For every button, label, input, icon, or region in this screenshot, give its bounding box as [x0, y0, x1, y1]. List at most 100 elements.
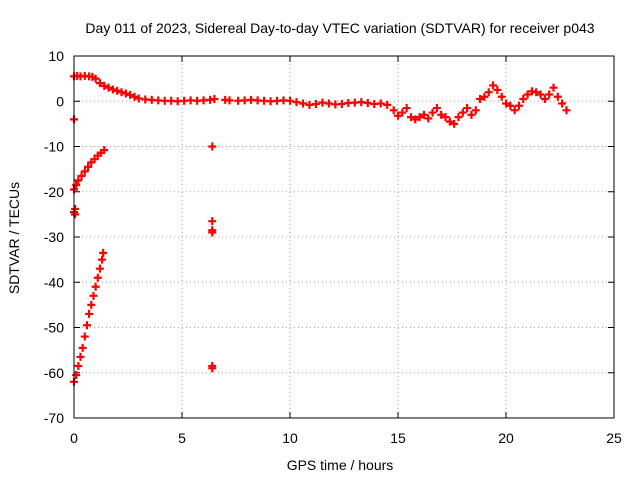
data-point: [95, 79, 104, 88]
data-point: [458, 108, 467, 117]
data-point: [471, 106, 480, 115]
data-point: [91, 282, 100, 291]
data-point: [428, 108, 437, 117]
y-tick-label: -30: [44, 229, 64, 245]
y-tick-label: -40: [44, 274, 64, 290]
data-point: [389, 106, 398, 115]
x-axis-label: GPS time / hours: [287, 457, 394, 473]
data-point: [553, 92, 562, 101]
data-point: [398, 108, 407, 117]
data-point: [441, 113, 450, 122]
data-point: [74, 361, 83, 370]
data-point: [415, 113, 424, 122]
data-point: [108, 85, 117, 94]
data-point: [519, 94, 528, 103]
data-point: [545, 90, 554, 99]
x-tick-label: 10: [282, 430, 298, 446]
data-point: [91, 74, 100, 83]
grid-lines: [74, 56, 614, 418]
y-tick-label: 10: [48, 48, 64, 64]
data-point: [402, 104, 411, 113]
data-point: [72, 371, 81, 380]
data-point: [497, 92, 506, 101]
x-tick-label: 20: [498, 430, 514, 446]
data-point: [292, 98, 301, 107]
data-point: [100, 81, 109, 90]
y-tick-label: -60: [44, 365, 64, 381]
data-point: [80, 332, 89, 341]
data-point: [117, 88, 126, 97]
data-point: [121, 89, 130, 98]
data-point: [126, 90, 135, 99]
data-point: [104, 83, 113, 92]
data-point: [76, 352, 85, 361]
data-point: [419, 110, 428, 119]
data-point: [225, 96, 234, 105]
data-point: [411, 115, 420, 124]
data-point: [93, 273, 102, 282]
data-point: [130, 92, 139, 101]
series-isolated-points: [70, 115, 217, 373]
chart-title: Day 011 of 2023, Sidereal Day-to-day VTE…: [85, 20, 594, 36]
series-main-track: [70, 71, 571, 128]
data-point: [432, 104, 441, 113]
data-point: [484, 88, 493, 97]
data-point: [376, 99, 385, 108]
data-point: [445, 117, 454, 126]
data-point: [532, 88, 541, 97]
data-point: [536, 90, 545, 99]
data-point: [72, 180, 81, 189]
data-point: [78, 343, 87, 352]
y-tick-label: -10: [44, 139, 64, 155]
data-point: [95, 264, 104, 273]
data-point: [77, 171, 86, 180]
data-point: [514, 101, 523, 110]
series-rise-segment-2: [70, 248, 108, 386]
data-point: [208, 226, 217, 235]
y-tick-label: -50: [44, 320, 64, 336]
data-point: [562, 106, 571, 115]
data-point: [208, 217, 217, 226]
data-point: [311, 99, 320, 108]
x-tick-label: 25: [606, 430, 622, 446]
data-points: [70, 71, 571, 386]
data-point: [82, 321, 91, 330]
data-point: [98, 255, 107, 264]
data-point: [84, 162, 93, 171]
data-point: [493, 85, 502, 94]
data-point: [540, 94, 549, 103]
data-point: [506, 101, 515, 110]
data-point: [450, 119, 459, 128]
x-tick-label: 5: [178, 430, 186, 446]
data-point: [510, 106, 519, 115]
data-point: [113, 86, 122, 95]
data-point: [286, 96, 294, 105]
data-point: [74, 176, 83, 185]
y-tick-label: 0: [56, 93, 64, 109]
data-point: [463, 104, 472, 113]
data-point: [558, 99, 567, 108]
data-point: [523, 90, 532, 99]
data-point: [210, 94, 219, 103]
y-axis-label: SDTVAR / TECUs: [6, 182, 22, 294]
data-point: [437, 110, 446, 119]
data-point: [100, 146, 109, 155]
data-point: [502, 99, 510, 108]
data-point: [424, 114, 433, 123]
data-point: [480, 92, 489, 101]
data-point: [467, 110, 476, 119]
y-tick-label: -20: [44, 184, 64, 200]
data-point: [383, 100, 392, 109]
y-tick-label: -70: [44, 410, 64, 426]
axis-ticks: -70 -60 -50 -40 -30 -20 -10 0 10 0 5 10 15 20 25: [44, 48, 622, 446]
series-rise-segment-1: [70, 146, 109, 194]
x-tick-label: 0: [70, 430, 78, 446]
data-point: [87, 300, 96, 309]
data-point: [549, 83, 558, 92]
data-point: [80, 167, 89, 176]
data-point: [454, 113, 463, 122]
x-tick-label: 15: [390, 430, 406, 446]
data-point: [394, 111, 402, 120]
data-point: [476, 94, 485, 103]
data-point: [89, 291, 98, 300]
